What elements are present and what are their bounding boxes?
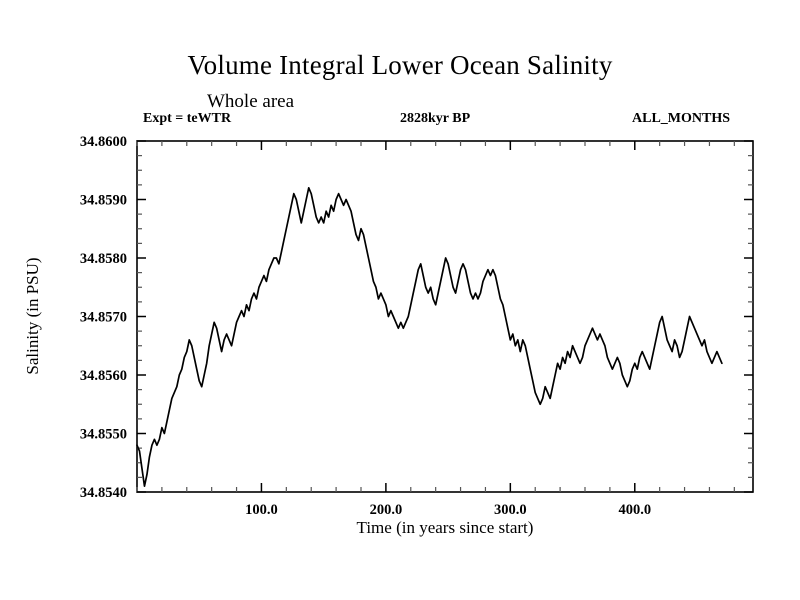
months-label: ALL_MONTHS (632, 111, 731, 126)
svg-text:34.8600: 34.8600 (80, 134, 127, 150)
svg-text:300.0: 300.0 (494, 502, 527, 518)
tick-labels: 100.0 200.0 300.0 400.0 34.8540 34.8550 34.856… (80, 134, 651, 518)
data-series (136, 186, 723, 487)
y-axis-label: Salinity (in PSU) (23, 257, 42, 374)
svg-text:34.8580: 34.8580 (80, 251, 127, 267)
page-title: Volume Integral Lower Ocean Salinity (187, 50, 613, 80)
chart-subtitle: Whole area (207, 91, 295, 112)
svg-text:34.8590: 34.8590 (80, 193, 127, 209)
svg-text:400.0: 400.0 (618, 502, 651, 518)
svg-text:200.0: 200.0 (370, 502, 403, 518)
svg-text:34.8560: 34.8560 (80, 368, 127, 384)
experiment-label: Expt = teWTR (143, 111, 232, 126)
svg-text:100.0: 100.0 (245, 502, 278, 518)
axes (136, 140, 754, 493)
svg-text:34.8570: 34.8570 (80, 310, 127, 326)
svg-text:34.8540: 34.8540 (80, 485, 127, 501)
x-axis-label: Time (in years since start) (357, 518, 534, 537)
svg-text:34.8550: 34.8550 (80, 427, 127, 443)
period-label: 2828kyr BP (400, 111, 471, 126)
